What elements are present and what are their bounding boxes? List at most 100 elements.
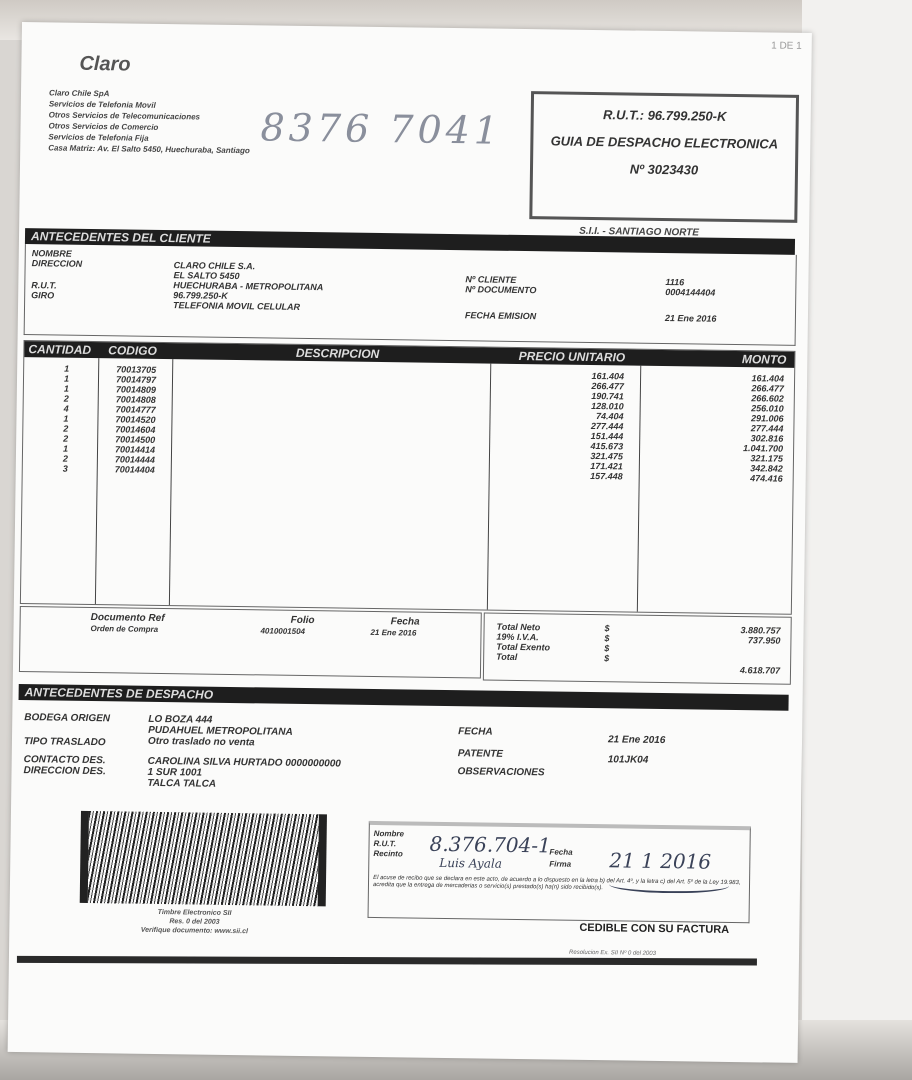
item-quantity: 1 bbox=[62, 443, 69, 454]
item-unit-price: 161.404 bbox=[591, 370, 625, 382]
client-label: FECHA EMISION bbox=[464, 310, 537, 322]
recibo-rut-label: R.U.T. bbox=[373, 838, 397, 849]
pdf417-barcode bbox=[79, 810, 327, 907]
timbre-line: Verifique documento: www.sii.cl bbox=[140, 926, 248, 936]
dispatch-section: BODEGA ORIGEN LO BOZA 444 PUDAHUEL METRO… bbox=[17, 702, 788, 823]
item-unit-price: 151.444 bbox=[590, 430, 624, 442]
item-unit-price: 415.673 bbox=[590, 440, 624, 452]
company-logo: Claro bbox=[79, 52, 131, 76]
item-code: 70014414 bbox=[114, 444, 156, 455]
ref-header-fecha: Fecha bbox=[390, 616, 420, 628]
recibo-firma-label: Firma bbox=[549, 859, 572, 869]
timbre-electronico: Timbre Electronico SII Res. 0 del 2003 V… bbox=[79, 907, 309, 937]
item-amount: 266.477 bbox=[751, 383, 785, 394]
item-quantity: 3 bbox=[62, 463, 68, 474]
direccion-value: 1 SUR 1001 bbox=[147, 766, 203, 779]
patente-value: 101JK04 bbox=[607, 754, 649, 766]
page-number: 1 DE 1 bbox=[771, 40, 802, 52]
recibo-recinto-label: Recinto bbox=[373, 848, 403, 859]
item-unit-price: 190.741 bbox=[591, 390, 624, 402]
rut-box: R.U.T.: 96.799.250-K GUIA DE DESPACHO EL… bbox=[529, 91, 800, 223]
header-monto: MONTO bbox=[741, 352, 787, 367]
document-number: Nº 3023430 bbox=[629, 161, 699, 178]
ref-documento: Orden de Compra bbox=[90, 624, 159, 634]
total-label: 19% I.V.A. bbox=[496, 631, 539, 643]
header-codigo: CODIGO bbox=[108, 343, 157, 358]
item-unit-price: 277.444 bbox=[590, 420, 624, 432]
receipt-acknowledgement-box: Nombre R.U.T. Recinto 8.376.704-1 Luis A… bbox=[367, 820, 751, 924]
patente-label: PATENTE bbox=[457, 748, 504, 760]
item-amount: 1.041.700 bbox=[743, 443, 784, 454]
total-value: 737.950 bbox=[747, 635, 781, 646]
total-value: 3.880.757 bbox=[740, 625, 781, 636]
item-quantity: 1 bbox=[63, 413, 69, 424]
ref-header-documento: Documento Ref bbox=[90, 612, 165, 625]
cedible-label: CEDIBLE CON SU FACTURA bbox=[579, 921, 730, 936]
item-code: 70014404 bbox=[114, 464, 155, 475]
items-table: CANTIDAD CODIGO DESCRIPCION PRECIO UNITA… bbox=[19, 340, 796, 615]
item-code: 70013705 bbox=[116, 364, 157, 375]
item-quantity: 4 bbox=[63, 403, 69, 414]
item-unit-price: 266.477 bbox=[591, 380, 625, 392]
client-value: 1116 bbox=[665, 277, 685, 288]
item-unit-price: 171.421 bbox=[590, 460, 623, 472]
reference-box: Documento Ref Folio Fecha Orden de Compr… bbox=[18, 606, 482, 679]
bodega-value: LO BOZA 444 bbox=[148, 713, 213, 726]
observaciones-label: OBSERVACIONES bbox=[457, 766, 545, 779]
client-label: Nº CLIENTE bbox=[465, 274, 517, 285]
item-amount: 277.444 bbox=[750, 423, 784, 434]
item-quantity: 2 bbox=[63, 433, 69, 444]
client-section: NOMBRE CLARO CHILE S.A. DIRECCION EL SAL… bbox=[23, 244, 797, 346]
client-label: NOMBRE bbox=[31, 248, 72, 259]
ref-fecha: 21 Ene 2016 bbox=[370, 627, 417, 638]
item-unit-price: 157.448 bbox=[590, 470, 623, 482]
total-value: 4.618.707 bbox=[739, 665, 781, 676]
currency-symbol: $ bbox=[604, 623, 610, 634]
ref-header-folio: Folio bbox=[290, 614, 315, 627]
item-code: 70014797 bbox=[115, 374, 157, 385]
client-label: GIRO bbox=[31, 290, 55, 301]
item-code: 70014809 bbox=[115, 384, 156, 395]
item-amount: 342.842 bbox=[750, 463, 783, 474]
item-amount: 321.175 bbox=[750, 453, 784, 464]
item-code: 70014777 bbox=[115, 404, 156, 415]
handwritten-rut: 8.376.704-1 bbox=[429, 831, 552, 858]
item-amount: 291.006 bbox=[750, 413, 784, 424]
rut: R.U.T.: 96.799.250-K bbox=[603, 107, 727, 124]
item-quantity: 1 bbox=[64, 363, 70, 374]
item-quantity: 1 bbox=[63, 383, 69, 394]
client-label: R.U.T. bbox=[31, 280, 57, 291]
footnote: Resolucion Ex. SII Nº 0 del 2003 bbox=[569, 949, 656, 957]
recibo-nombre-label: Nombre bbox=[373, 828, 404, 839]
tipo-traslado-label: TIPO TRASLADO bbox=[23, 736, 106, 749]
currency-symbol: $ bbox=[604, 643, 610, 654]
item-quantity: 2 bbox=[62, 453, 68, 464]
tipo-traslado-value: Otro traslado no venta bbox=[147, 735, 255, 749]
header-descripcion: DESCRIPCION bbox=[295, 345, 380, 362]
client-label: Nº DOCUMENTO bbox=[465, 284, 537, 296]
direccion-value-2: TALCA TALCA bbox=[147, 777, 217, 790]
dispatch-guide-document: Claro 1 DE 1 Claro Chile SpA Servicios d… bbox=[7, 22, 812, 1063]
item-amount: 256.010 bbox=[751, 403, 784, 414]
issuer-line: Casa Matriz: Av. El Salto 5450, Huechura… bbox=[48, 143, 250, 156]
header-cantidad: CANTIDAD bbox=[28, 342, 92, 357]
item-amount: 161.404 bbox=[751, 373, 785, 384]
item-amount: 302.816 bbox=[750, 433, 784, 444]
handwritten-date: 21 1 2016 bbox=[609, 848, 712, 874]
item-code: 70014500 bbox=[115, 434, 156, 445]
item-amount: 266.602 bbox=[751, 393, 784, 404]
header-precio-unitario: PRECIO UNITARIO bbox=[518, 348, 626, 365]
item-code: 70014808 bbox=[115, 394, 156, 405]
client-label: DIRECCION bbox=[31, 258, 83, 269]
fecha-value: 21 Ene 2016 bbox=[607, 734, 666, 747]
item-amount: 474.416 bbox=[750, 473, 783, 484]
fecha-label: FECHA bbox=[458, 726, 493, 738]
client-value: TELEFONIA MOVIL CELULAR bbox=[172, 300, 301, 312]
handwritten-name: Luis Ayala bbox=[439, 855, 503, 871]
client-value: 0004144404 bbox=[665, 287, 716, 298]
handwritten-number: 8376 7041 bbox=[260, 105, 503, 153]
background-paper-right bbox=[802, 0, 912, 1080]
issuer-info: Claro Chile SpA Servicios de Telefonia M… bbox=[48, 87, 250, 156]
total-label: Total bbox=[496, 651, 518, 662]
item-code: 70014444 bbox=[114, 454, 156, 465]
